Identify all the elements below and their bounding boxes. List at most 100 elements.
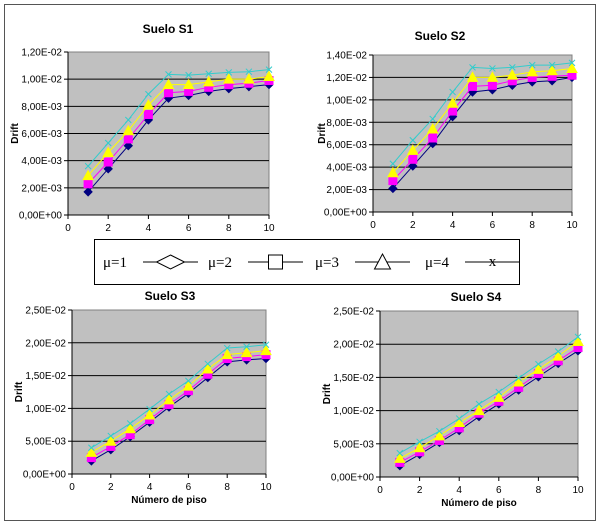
x-tick-label: 0 <box>377 485 383 496</box>
data-point <box>122 124 135 136</box>
data-point <box>124 116 132 124</box>
y-tick-label: 8,00E-03 <box>21 102 62 113</box>
series-line <box>392 62 573 165</box>
series-line <box>91 344 267 449</box>
y-tick-label: 0,00E+00 <box>324 208 368 219</box>
x-tick-label: 4 <box>450 220 456 231</box>
data-point <box>185 377 192 385</box>
diamond-marker-icon <box>155 254 186 270</box>
data-point <box>552 350 565 361</box>
data-point <box>388 176 398 186</box>
data-point <box>263 70 275 81</box>
data-point <box>436 427 443 435</box>
series-line <box>392 74 573 181</box>
chart-2: Suelo S2 0,00E+00 2,00E-03 4,00E-03 6,00E-03… <box>317 29 578 231</box>
data-point <box>164 88 173 98</box>
data-point <box>387 166 399 178</box>
series-line <box>399 336 579 454</box>
data-point <box>104 139 112 147</box>
series-mu4 <box>396 333 582 457</box>
chart-4: Suelo S4 0,00E+00 5,00E-03 1,00E-02 1,50E-02… <box>322 290 584 509</box>
x-tick-label: 10 <box>572 485 584 496</box>
y-axis-label: Drift <box>10 123 21 144</box>
data-point <box>143 109 153 119</box>
data-point <box>83 187 93 197</box>
series-mu3 <box>82 70 275 181</box>
y-tick-label: 2,00E-03 <box>326 185 367 196</box>
data-point <box>143 408 156 420</box>
data-point <box>528 61 536 69</box>
data-point <box>245 68 253 76</box>
y-tick-label: 1,20E-02 <box>21 48 62 59</box>
data-point <box>142 98 155 110</box>
y-tick-label: 6,00E-03 <box>326 140 367 151</box>
data-point <box>82 169 94 181</box>
legend: μ=1 μ=2 μ=3 μ=4 x <box>94 239 520 285</box>
y-axis-label: Drift <box>322 383 333 404</box>
x-tick-label: 0 <box>370 220 376 231</box>
chart-3: Suelo S3 0,00E+00 5,00E-03 1,00E-02 1,50E-02… <box>14 289 272 506</box>
data-point <box>124 422 137 434</box>
data-point <box>205 70 213 78</box>
data-point <box>572 335 584 347</box>
series-mu3 <box>85 344 272 457</box>
data-point <box>102 146 115 158</box>
y-tick-label: 4,00E-03 <box>21 156 62 167</box>
data-point <box>163 393 175 405</box>
data-point <box>260 344 272 356</box>
data-point <box>408 161 418 171</box>
y-tick-label: 2,00E-03 <box>21 183 62 194</box>
data-point <box>489 65 496 72</box>
legend-canvas: μ=1 μ=2 μ=3 μ=4 x <box>103 252 519 271</box>
data-point <box>492 391 505 402</box>
data-point <box>262 341 270 349</box>
y-tick-label: 1,00E-02 <box>333 406 374 417</box>
series-line <box>91 354 267 459</box>
square-marker-icon <box>268 254 283 270</box>
data-point <box>104 435 117 446</box>
series-line <box>399 350 579 467</box>
data-point <box>416 438 423 446</box>
data-point <box>389 160 397 168</box>
chart-1: Suelo S1 0,00E+00 2,00E-03 4,00E-03 6,00E-03… <box>10 22 275 234</box>
x-axis-label: Número de piso <box>441 498 517 509</box>
y-tick-label: 1,00E-02 <box>326 95 367 106</box>
data-point <box>475 400 483 408</box>
series-mu4 <box>84 66 273 170</box>
series-mu3 <box>393 335 584 463</box>
legend-label: μ=3 <box>315 255 339 271</box>
legend-item-mu4: μ=4 x <box>425 254 519 271</box>
series-line <box>87 84 270 193</box>
x-tick-label: 0 <box>65 223 71 234</box>
y-axis-label: Drift <box>14 381 25 402</box>
series-line <box>399 347 579 463</box>
data-point <box>508 63 516 71</box>
data-point <box>393 452 406 463</box>
x-marker-icon: x <box>489 254 497 270</box>
series-line <box>91 358 267 462</box>
chart-title: Suelo S2 <box>415 29 466 43</box>
data-point <box>202 75 215 87</box>
data-point <box>468 81 477 91</box>
y-tick-label: 0,00E+00 <box>331 473 375 484</box>
data-point <box>473 404 485 416</box>
legend-item-mu1: μ=1 <box>103 254 198 271</box>
x-tick-label: 2 <box>108 482 114 493</box>
data-point <box>265 66 273 74</box>
x-tick-label: 2 <box>105 223 111 234</box>
plot-area <box>379 310 579 478</box>
y-tick-label: 1,00E-02 <box>25 404 66 415</box>
y-tick-label: 8,00E-03 <box>326 118 367 129</box>
y-tick-label: 1,50E-02 <box>25 371 66 382</box>
plot-area <box>71 309 267 475</box>
legend-label: μ=2 <box>208 255 232 271</box>
data-point <box>535 360 542 368</box>
chart-title: Suelo S1 <box>143 22 194 36</box>
x-tick-label: 6 <box>496 485 502 496</box>
data-point <box>223 344 231 352</box>
triangle-marker-icon <box>373 252 392 270</box>
data-point <box>546 64 558 76</box>
x-tick-label: 4 <box>147 482 153 493</box>
y-tick-label: 1,50E-02 <box>333 373 374 384</box>
y-tick-label: 6,00E-03 <box>21 129 62 140</box>
